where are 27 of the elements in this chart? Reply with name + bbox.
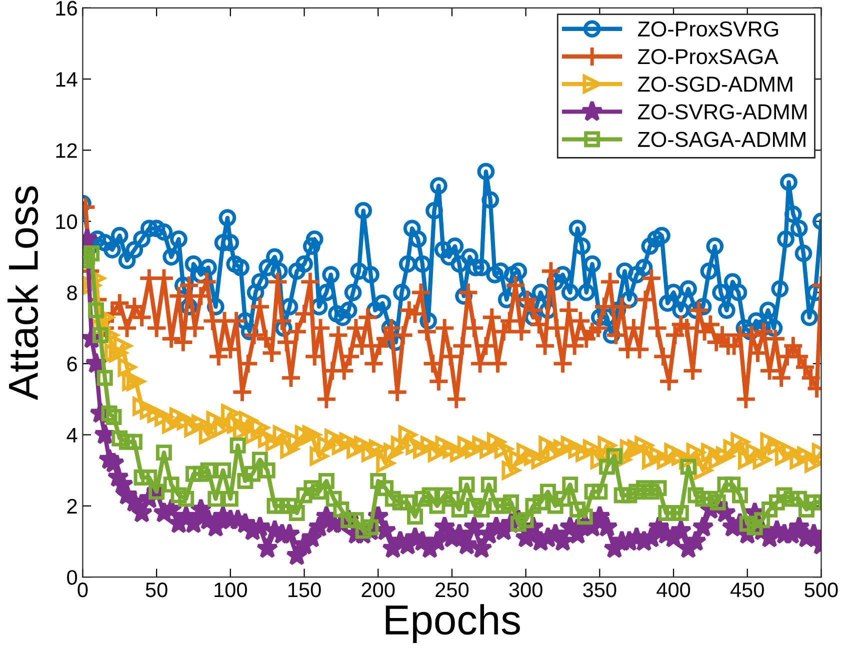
y-tick-label: 6 [67,356,77,372]
y-tick-label: 8 [67,285,77,300]
y-tick-label: 2 [67,498,77,514]
x-tick-label: 200 [362,582,395,598]
y-axis-title: Attack Loss [8,186,38,400]
x-tick-label: 500 [804,582,838,598]
x-tick-label: 0 [78,582,88,598]
y-tick-label: 14 [56,72,78,87]
y-tick-label: 16 [56,0,77,16]
legend-label: ZO-SVRG-ADMM [638,104,807,120]
y-tick-label: 10 [56,214,78,230]
x-axis-title: Epochs [386,604,520,643]
x-tick-label: 350 [583,582,616,598]
y-tick-label: 4 [66,428,78,442]
legend-label: ZO-SGD-ADMM [638,76,792,92]
legend-label: ZO-ProxSAGA [638,48,778,64]
legend-label: ZO-ProxSVRG [638,21,778,37]
x-tick-label: 300 [509,582,542,598]
y-tick-label: 0 [67,570,78,585]
x-tick-label: 50 [146,582,168,598]
x-tick-label: 400 [656,582,690,598]
x-tick-label: 450 [730,582,764,598]
legend-label: ZO-SAGA-ADMM [638,132,806,148]
x-tick-label: 150 [288,582,321,598]
x-tick-label: 250 [436,582,469,598]
x-tick-label: 100 [214,582,247,598]
y-tick-label: 12 [56,143,77,158]
